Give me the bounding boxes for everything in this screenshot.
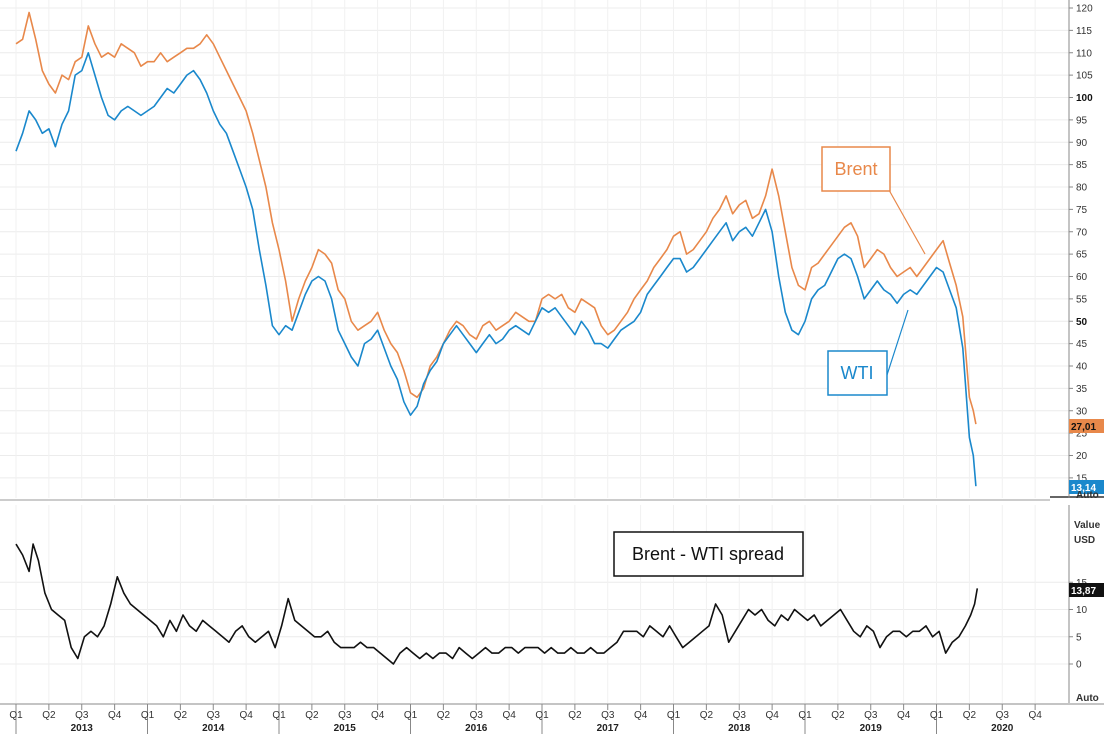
value-label-line1: Value [1074,520,1101,531]
x-quarter-label: Q2 [305,710,319,721]
x-quarter-label: Q4 [765,710,779,721]
top-y-tick-label: 35 [1076,384,1088,395]
x-quarter-label: Q3 [470,710,484,721]
bottom-y-tick-label: 10 [1076,605,1088,616]
top-y-tick-label: 80 [1076,183,1088,194]
top-y-tick-label: 70 [1076,227,1088,238]
top-y-tick-label: 60 [1076,272,1088,283]
x-quarter-label: Q2 [42,710,56,721]
bottom-auto-label[interactable]: Auto [1076,693,1099,704]
brent-callout-box [821,146,891,192]
x-quarter-label: Q2 [568,710,582,721]
spread-title-box [613,531,804,577]
top-panel-grid [0,0,1069,498]
bottom-panel-grid [0,505,1069,703]
x-quarter-label: Q2 [700,710,714,721]
x-quarter-label: Q3 [338,710,352,721]
top-y-tick-label: 55 [1076,294,1088,305]
top-y-tick-label: 120 [1076,4,1093,15]
x-quarter-label: Q2 [963,710,977,721]
top-y-tick-label: 45 [1076,339,1088,350]
top-auto-label[interactable]: Auto [1076,490,1099,501]
wti-callout-leader [886,309,909,376]
brent-callout-leader [888,189,926,255]
x-year-label: 2015 [334,723,357,734]
spread-last-badge [1069,583,1104,597]
value-label-line2: USD [1074,535,1095,546]
x-year-label: 2017 [597,723,620,734]
x-year-label: 2019 [860,723,883,734]
top-y-tick-label: 40 [1076,362,1088,373]
brent-last-value: 27,01 [1071,422,1096,433]
x-quarter-label: Q4 [502,710,516,721]
top-y-tick-label: 75 [1076,205,1088,216]
top-y-tick-label: 20 [1076,451,1088,462]
x-quarter-label: Q3 [601,710,615,721]
x-year-label: 2020 [991,723,1014,734]
wti-callout-label: WTI [841,363,874,383]
x-year-label: 2014 [202,723,225,734]
top-y-tick-label: 95 [1076,115,1088,126]
x-year-label: 2013 [71,723,94,734]
x-quarter-label: Q1 [141,710,155,721]
x-quarter-label: Q3 [864,710,878,721]
top-series-group [15,11,977,487]
x-quarter-label: Q2 [437,710,451,721]
wti-last-badge [1069,480,1104,494]
brent-last-badge [1069,419,1104,433]
top-y-tick-label: 100 [1076,93,1093,104]
bottom-y-tick-label: 5 [1076,632,1082,643]
x-quarter-label: Q1 [930,710,944,721]
x-quarter-label: Q1 [404,710,418,721]
x-year-label: 2018 [728,723,751,734]
wti-series-line [15,51,977,487]
top-y-tick-label: 110 [1076,48,1092,59]
top-y-tick-label: 25 [1076,429,1088,440]
x-quarter-label: Q2 [831,710,845,721]
top-y-tick-label: 50 [1076,317,1088,328]
x-quarter-label: Q2 [174,710,188,721]
x-quarter-label: Q4 [897,710,911,721]
x-quarter-label: Q4 [371,710,385,721]
brent-series-line [15,11,977,425]
top-y-tick-label: 90 [1076,138,1088,149]
top-y-tick-label: 15 [1076,473,1088,484]
top-y-tick-label: 115 [1076,26,1092,37]
x-axis-ticks: Q1 Q2 Q3 Q4 Q1 Q2 Q3 Q4 Q1 Q2 Q3 Q4 Q1 Q2 Q3 Q4 Q1 Q2 Q3 Q4… [9,704,1042,734]
spread-series-line [15,543,979,665]
x-quarter-label: Q4 [1028,710,1042,721]
top-y-ticks: 15 20 25 30 35 40 45 50 55 60 65 70 75 80 85 90 95 100 105… [1069,4,1093,484]
x-quarter-label: Q3 [75,710,89,721]
x-quarter-label: Q3 [996,710,1010,721]
x-quarter-label: Q1 [272,710,286,721]
x-quarter-label: Q1 [535,710,549,721]
x-quarter-label: Q4 [239,710,253,721]
wti-last-value: 13,14 [1071,483,1096,494]
x-quarter-label: Q4 [634,710,648,721]
bottom-y-tick-label: 0 [1076,660,1082,671]
x-quarter-label: Q1 [798,710,812,721]
x-quarter-label: Q1 [667,710,681,721]
brent-callout-label: Brent [834,159,877,179]
top-y-tick-label: 85 [1076,160,1088,171]
x-year-label: 2016 [465,723,488,734]
x-quarter-label: Q1 [9,710,23,721]
value-label: Value USD [1074,520,1103,546]
spread-title: Brent - WTI spread [632,544,784,564]
top-y-tick-label: 65 [1076,250,1088,261]
bottom-series-group [15,543,979,665]
spread-last-value: 13,87 [1071,586,1096,597]
wti-callout-box [827,350,888,396]
x-quarter-label: Q4 [108,710,122,721]
x-quarter-label: Q3 [733,710,747,721]
top-y-tick-label: 30 [1076,406,1088,417]
top-y-tick-label: 105 [1076,71,1093,82]
x-quarter-label: Q3 [207,710,221,721]
